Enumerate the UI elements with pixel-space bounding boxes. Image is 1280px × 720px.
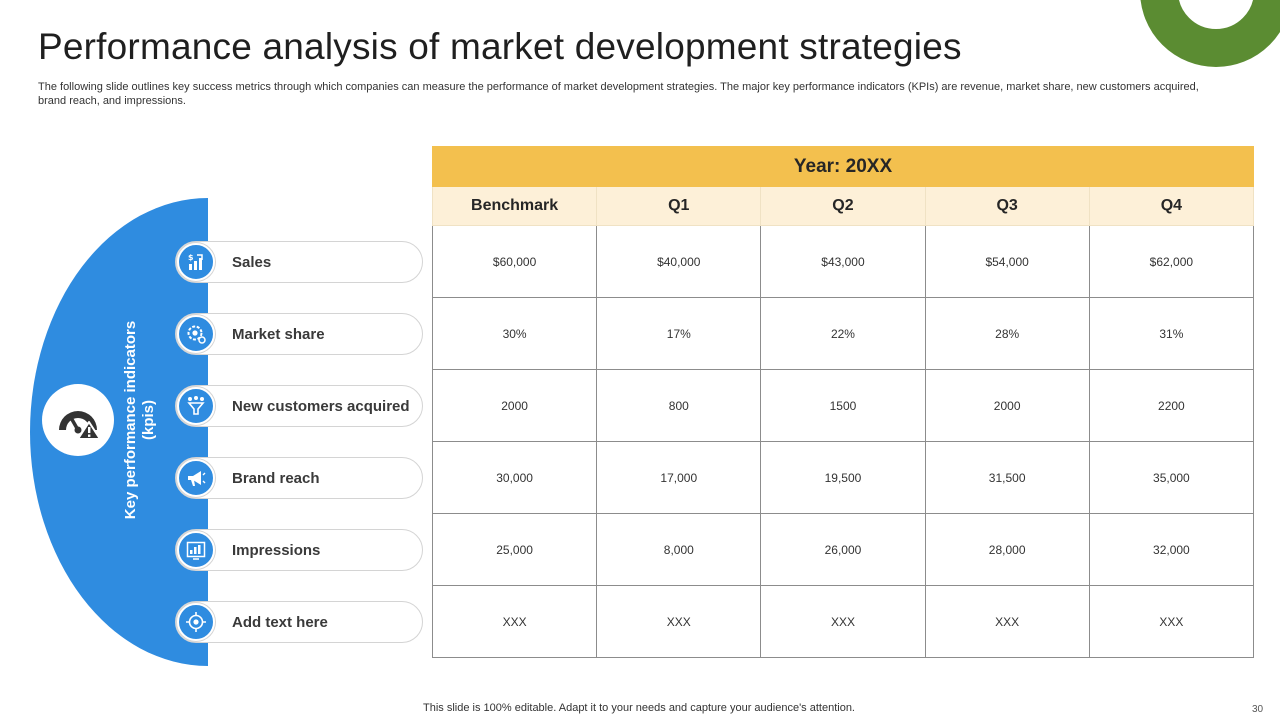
- table-cell: 31%: [1088, 297, 1255, 370]
- kpi-panel-label: Key performance indicators (kpis): [122, 320, 157, 520]
- kpi-item-brand-reach: Brand reach: [175, 457, 423, 499]
- column-header: Q4: [1088, 186, 1255, 226]
- table-row: 30,000 17,000 19,500 31,500 35,000: [431, 441, 1255, 514]
- table-cell: 32,000: [1088, 513, 1255, 586]
- table-cell: 800: [596, 369, 762, 442]
- kpi-item-sales: $ Sales: [175, 241, 423, 283]
- table-cell: 17%: [596, 297, 762, 370]
- kpi-label: Market share: [232, 326, 325, 343]
- megaphone-icon: [177, 459, 215, 497]
- table-row: 30% 17% 22% 28% 31%: [431, 297, 1255, 370]
- table-cell: XXX: [431, 585, 598, 658]
- kpi-item-impressions: Impressions: [175, 529, 423, 571]
- kpi-label: Brand reach: [232, 470, 320, 487]
- table-cell: 1500: [760, 369, 926, 442]
- table-cell: 2000: [431, 369, 598, 442]
- kpi-item-add-text: Add text here: [175, 601, 423, 643]
- slide-subtitle: The following slide outlines key success…: [38, 81, 1199, 107]
- table-cell: 35,000: [1088, 441, 1255, 514]
- market-share-gear-icon: [177, 315, 215, 353]
- kpi-label: Impressions: [232, 542, 321, 559]
- table-cell: 30%: [431, 297, 598, 370]
- column-header: Q1: [596, 186, 762, 226]
- gauge-badge: [42, 384, 114, 456]
- table-cell: 17,000: [596, 441, 762, 514]
- table-cell: XXX: [1088, 585, 1255, 658]
- column-header: Q3: [924, 186, 1090, 226]
- table-cell: $54,000: [924, 225, 1090, 298]
- table-cell: XXX: [760, 585, 926, 658]
- table-cell: 8,000: [596, 513, 762, 586]
- page-number: 30: [1252, 704, 1264, 715]
- table-row: XXX XXX XXX XXX XXX: [431, 585, 1255, 658]
- table-cell: 28%: [924, 297, 1090, 370]
- table-cell: XXX: [924, 585, 1090, 658]
- table-cell: XXX: [596, 585, 762, 658]
- impressions-dashboard-icon: [177, 531, 215, 569]
- kpi-label: New customers acquired: [232, 398, 410, 415]
- column-header-row: Benchmark Q1 Q2 Q3 Q4: [431, 186, 1255, 226]
- kpi-performance-table: Year: 20XX Benchmark Q1 Q2 Q3 Q4 $60,000…: [431, 146, 1255, 658]
- kpi-item-new-customers: New customers acquired: [175, 385, 423, 427]
- table-cell: 30,000: [431, 441, 598, 514]
- column-header: Benchmark: [431, 186, 598, 226]
- slide-title: Performance analysis of market developme…: [38, 26, 962, 67]
- footer-note: This slide is 100% editable. Adapt it to…: [423, 702, 855, 714]
- year-header: Year: 20XX: [432, 146, 1254, 187]
- column-header: Q2: [760, 186, 926, 226]
- table-cell: 26,000: [760, 513, 926, 586]
- table-cell: $62,000: [1088, 225, 1255, 298]
- table-cell: 2000: [924, 369, 1090, 442]
- table-row: $60,000 $40,000 $43,000 $54,000 $62,000: [431, 225, 1255, 298]
- table-cell: 2200: [1088, 369, 1255, 442]
- corner-ring-decoration: [1140, 0, 1280, 67]
- customer-funnel-icon: [177, 387, 215, 425]
- table-cell: 31,500: [924, 441, 1090, 514]
- sales-chart-icon: $: [177, 243, 215, 281]
- year-header-row: Year: 20XX: [432, 146, 1254, 187]
- table-row: 2000 800 1500 2000 2200: [431, 369, 1255, 442]
- table-cell: 19,500: [760, 441, 926, 514]
- kpi-label: Add text here: [232, 614, 328, 631]
- table-cell: 28,000: [924, 513, 1090, 586]
- svg-text:$: $: [188, 253, 194, 262]
- target-icon: [177, 603, 215, 641]
- speedometer-warning-icon: [59, 410, 101, 440]
- table-row: 25,000 8,000 26,000 28,000 32,000: [431, 513, 1255, 586]
- table-cell: $40,000: [596, 225, 762, 298]
- table-cell: $60,000: [431, 225, 598, 298]
- kpi-item-market-share: Market share: [175, 313, 423, 355]
- table-cell: 22%: [760, 297, 926, 370]
- kpi-label: Sales: [232, 254, 272, 271]
- table-cell: 25,000: [431, 513, 598, 586]
- table-cell: $43,000: [760, 225, 926, 298]
